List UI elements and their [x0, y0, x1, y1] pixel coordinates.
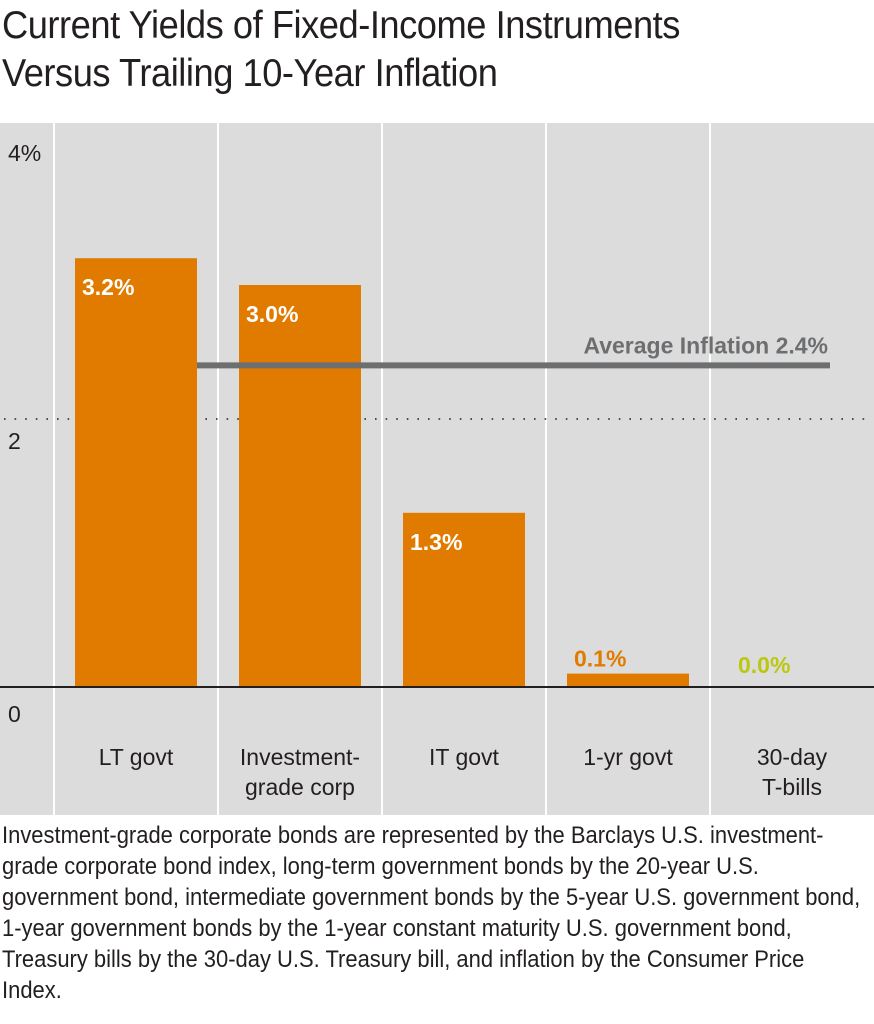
bar-4: [567, 673, 689, 687]
x-axis-label-2: Investment-: [240, 744, 360, 770]
chart-title: Current Yields of Fixed-Income Instrumen…: [2, 2, 811, 98]
chart-title-line-1: Current Yields of Fixed-Income Instrumen…: [2, 4, 680, 47]
x-axis-label-5: 30-day: [757, 744, 828, 770]
y-tick-label-0: 0: [8, 701, 21, 727]
bar-value-label-5: 0.0%: [738, 652, 790, 678]
x-axis-label-3: IT govt: [429, 744, 499, 770]
y-tick-label-2: 2: [8, 428, 21, 454]
bar-2: [239, 285, 361, 687]
x-axis-label-1: LT govt: [99, 744, 174, 770]
bar-chart: Average Inflation 2.4% 3.2% 3.0% 1.3% 0.1% 0…: [0, 123, 874, 815]
bar-value-label-1: 3.2%: [82, 274, 134, 300]
bars: [75, 258, 689, 687]
bar-value-labels: 3.2% 3.0% 1.3% 0.1% 0.0%: [82, 274, 790, 678]
x-axis-label-5: T-bills: [762, 774, 822, 800]
x-axis-labels: LT govt Investment-grade corp IT govt 1-yr …: [99, 744, 828, 800]
x-axis-label-4: 1-yr govt: [583, 744, 673, 770]
chart-title-line-2: Versus Trailing 10-Year Inflation: [2, 52, 498, 95]
bar-value-label-4: 0.1%: [574, 646, 626, 672]
footnote: Investment-grade corporate bonds are rep…: [2, 822, 861, 1004]
inflation-reference: Average Inflation 2.4%: [197, 332, 830, 369]
bar-3: [403, 512, 525, 687]
bar-value-label-3: 1.3%: [410, 529, 462, 555]
column-dividers: [53, 123, 711, 815]
x-axis-label-2: grade corp: [245, 774, 355, 800]
y-axis-ticks: 4% 2 0: [8, 140, 41, 727]
y-tick-label-4: 4%: [8, 140, 41, 166]
bar-value-label-2: 3.0%: [246, 301, 298, 327]
bar-1: [75, 258, 197, 687]
inflation-label: Average Inflation 2.4%: [583, 332, 828, 358]
